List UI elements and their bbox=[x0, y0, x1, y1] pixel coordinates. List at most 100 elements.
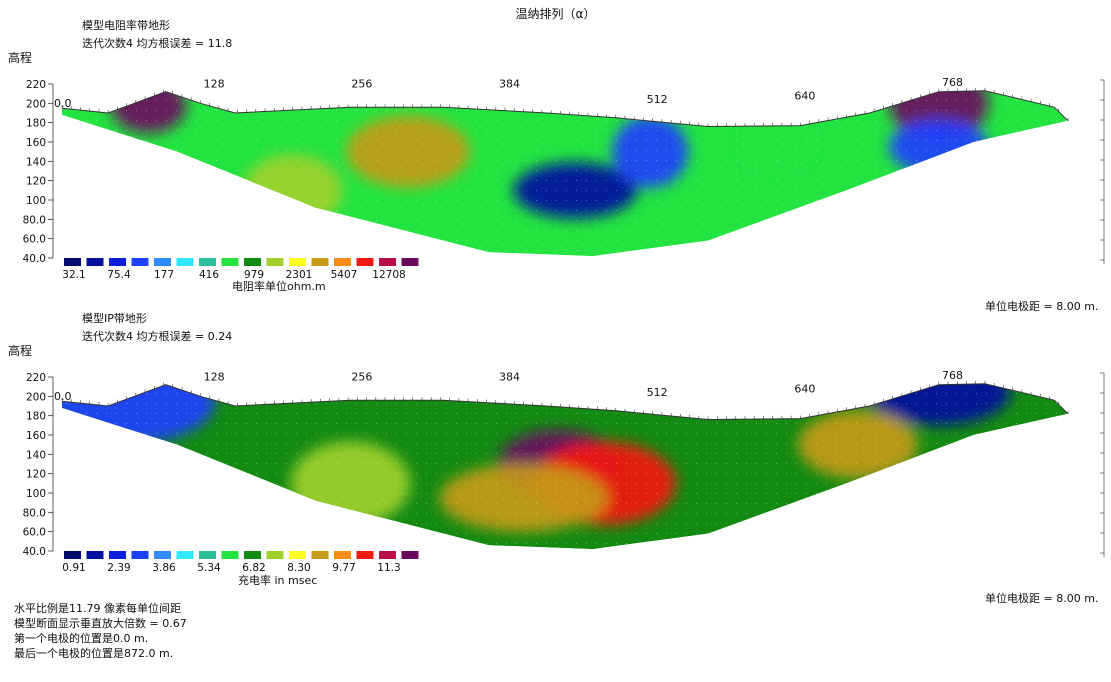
resistivity-section-chart: 0.0 128 256 384 512 640 768 220 200 180 160 140 120 1… bbox=[23, 76, 1105, 281]
legend-value-label: 5407 bbox=[331, 269, 358, 281]
y-tick-label: 140 bbox=[26, 156, 46, 168]
legend-swatch bbox=[64, 551, 81, 559]
legend-value-label: 3.86 bbox=[152, 562, 176, 574]
legend-swatch bbox=[199, 258, 216, 266]
footer-line-1: 水平比例是11.79 像素每单位间距 bbox=[14, 602, 181, 615]
y-tick-label: 140 bbox=[26, 449, 46, 461]
legend-swatch bbox=[401, 551, 419, 559]
legend-swatch bbox=[86, 258, 104, 266]
anomaly-zone bbox=[798, 410, 919, 479]
x-tick-label: 0.0 bbox=[54, 390, 72, 403]
panel1-iteration-rms: 迭代次数4 均方根误差 = 11.8 bbox=[82, 37, 233, 50]
panel1-heading: 模型电阻率带地形 bbox=[82, 19, 170, 32]
y-tick-label: 120 bbox=[26, 176, 46, 188]
anomaly-zone bbox=[612, 115, 689, 188]
anomaly-zone bbox=[739, 114, 816, 170]
section-fill bbox=[62, 90, 1068, 257]
legend-swatch bbox=[334, 258, 351, 266]
y-tick-label: 120 bbox=[26, 469, 46, 481]
x-tick-label: 640 bbox=[794, 382, 815, 395]
legend-swatch bbox=[311, 551, 329, 559]
legend-swatch bbox=[356, 258, 374, 266]
legend-swatch bbox=[289, 258, 306, 266]
legend-swatch bbox=[176, 258, 194, 266]
legend-swatch bbox=[356, 551, 374, 559]
legend-swatch bbox=[311, 258, 329, 266]
x-tick-label: 768 bbox=[942, 76, 963, 89]
x-tick-label: 128 bbox=[204, 371, 225, 384]
legend-swatch bbox=[64, 258, 81, 266]
x-tick-label: 256 bbox=[351, 78, 372, 91]
legend-swatch bbox=[199, 551, 216, 559]
electrode-markers bbox=[61, 87, 1069, 127]
panel2-electrode-spacing: 单位电极距 = 8.00 m. bbox=[985, 592, 1099, 605]
y-tick-label: 200 bbox=[26, 391, 46, 403]
legend-value-label: 177 bbox=[154, 269, 174, 281]
y-tick-label: 220 bbox=[26, 372, 46, 384]
legend-value-label: 6.82 bbox=[242, 562, 265, 574]
x-tick-label: 768 bbox=[942, 369, 963, 382]
y-tick-label: 60.0 bbox=[23, 527, 46, 539]
legend-value-label: 75.4 bbox=[107, 269, 131, 281]
right-scale-bar bbox=[1100, 372, 1105, 557]
legend-value-label: 0.91 bbox=[62, 562, 85, 574]
legend-value-label: 979 bbox=[244, 269, 264, 281]
footer-line-2: 模型断面显示垂直放大倍数 = 0.67 bbox=[14, 617, 187, 630]
legend-swatch bbox=[221, 258, 239, 266]
legend-swatch bbox=[379, 258, 396, 266]
legend-swatch bbox=[176, 551, 194, 559]
legend-swatch bbox=[244, 258, 261, 266]
topography-line bbox=[61, 90, 1069, 128]
anomaly-zone bbox=[242, 154, 343, 227]
y-tick-label: 100 bbox=[26, 488, 46, 500]
legend-swatch bbox=[379, 551, 396, 559]
section-fill bbox=[62, 383, 1068, 550]
y-tick-label: 160 bbox=[26, 430, 46, 442]
legend-swatch bbox=[266, 258, 284, 266]
y-tick-label: 180 bbox=[26, 118, 46, 130]
y-tick-label: 220 bbox=[26, 79, 46, 91]
y-tick-label: 100 bbox=[26, 195, 46, 207]
legend-swatch bbox=[154, 551, 171, 559]
legend-swatch bbox=[131, 551, 149, 559]
x-tick-label: 384 bbox=[499, 371, 520, 384]
x-tick-label: 384 bbox=[499, 78, 520, 91]
legend-swatch bbox=[154, 258, 171, 266]
anomaly-zone bbox=[888, 90, 989, 140]
legend-swatch bbox=[86, 551, 104, 559]
panel2-heading: 模型IP带地形 bbox=[82, 312, 147, 325]
x-tick-label: 512 bbox=[647, 93, 668, 106]
y-tick-label: 40.0 bbox=[23, 253, 46, 265]
panel2-elevation-label: 高程 bbox=[8, 344, 33, 358]
legend-swatch bbox=[334, 551, 351, 559]
anomaly-zone bbox=[866, 383, 1011, 426]
x-tick-label: 256 bbox=[351, 371, 372, 384]
anomaly-zone bbox=[62, 383, 216, 444]
panel1-elevation-label: 高程 bbox=[8, 51, 33, 65]
legend-value-label: 2.39 bbox=[107, 562, 130, 574]
color-legend: 0.91 2.39 3.86 5.34 6.82 8.30 9.77 11.3 bbox=[62, 551, 419, 574]
legend-value-label: 11.3 bbox=[377, 562, 400, 574]
panel2-unit-label: 充电率 in msec bbox=[238, 574, 318, 587]
legend-swatch bbox=[266, 551, 284, 559]
color-legend: 32.1 75.4 177 416 979 2301 5407 12708 bbox=[62, 258, 419, 281]
y-tick-label: 180 bbox=[26, 411, 46, 423]
electrode-markers bbox=[61, 380, 1069, 420]
x-tick-label: 128 bbox=[204, 78, 225, 91]
anomaly-zone bbox=[513, 162, 638, 219]
legend-value-label: 12708 bbox=[372, 269, 405, 281]
x-tick-label: 640 bbox=[794, 89, 815, 102]
legend-swatch bbox=[289, 551, 306, 559]
legend-value-label: 9.77 bbox=[332, 562, 355, 574]
y-tick-label: 40.0 bbox=[23, 546, 46, 558]
y-tick-label: 80.0 bbox=[23, 214, 46, 226]
legend-swatch bbox=[401, 258, 419, 266]
legend-value-label: 32.1 bbox=[62, 269, 85, 281]
legend-value-label: 8.30 bbox=[287, 562, 310, 574]
anomaly-zone bbox=[888, 118, 989, 175]
panel2-iteration-rms: 迭代次数4 均方根误差 = 0.24 bbox=[82, 330, 233, 343]
anomaly-zone bbox=[346, 115, 471, 188]
legend-swatch bbox=[109, 258, 126, 266]
anomaly-zone bbox=[290, 441, 411, 526]
x-tick-label: 0.0 bbox=[54, 97, 72, 110]
